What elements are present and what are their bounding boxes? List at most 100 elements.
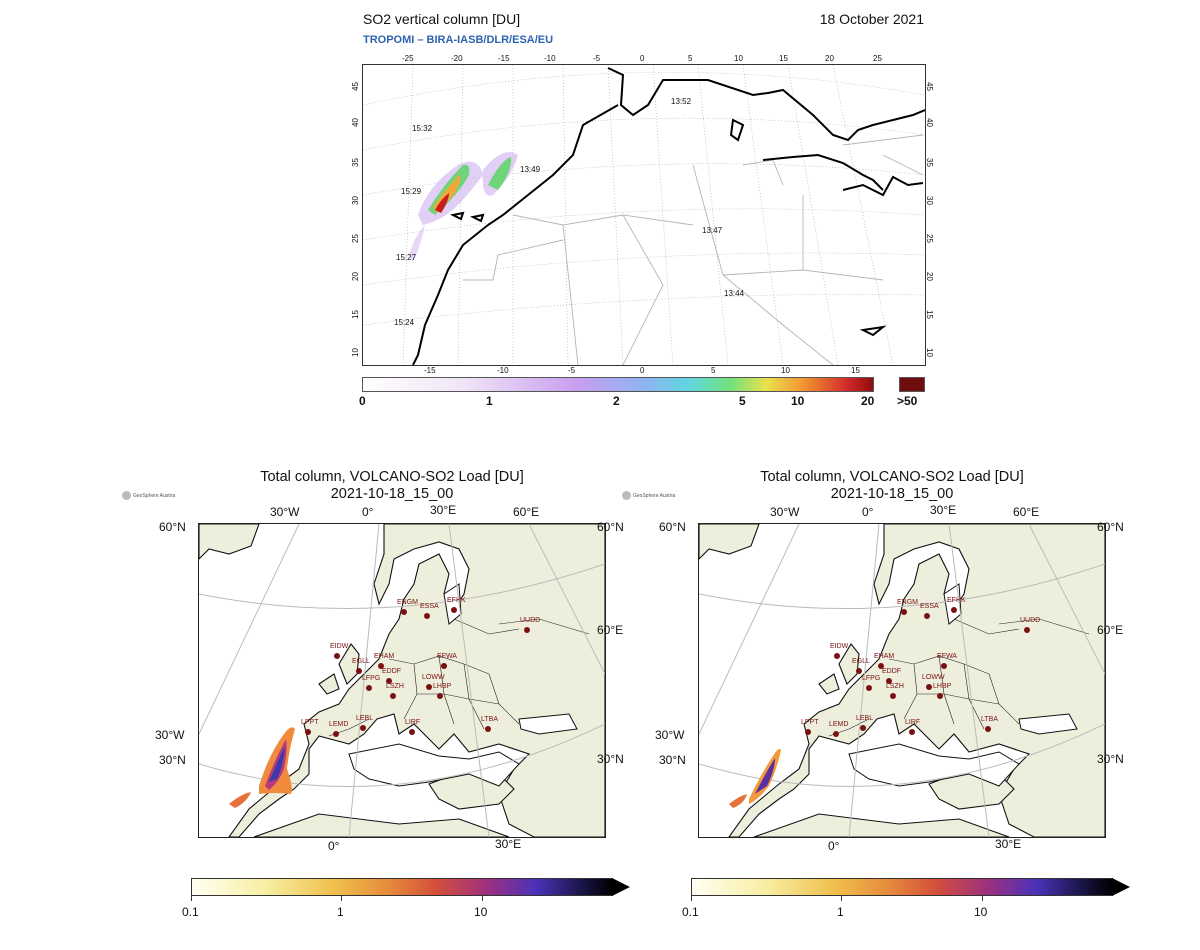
plume-shape <box>755 758 775 794</box>
geo-label: 30°E <box>495 837 522 851</box>
colorbar-label: 2 <box>613 394 620 408</box>
colorbar-tick <box>341 896 342 901</box>
left-tick: 45 <box>350 82 360 91</box>
station-label: LFPG <box>862 675 881 682</box>
station-label: UUDD <box>520 617 541 624</box>
bottom-tick: -5 <box>568 366 576 375</box>
seas <box>348 583 578 787</box>
overpass-time: 13:44 <box>724 289 745 298</box>
so2-plume <box>409 152 518 263</box>
top-tick: 5 <box>688 54 693 63</box>
logo-icon <box>122 491 131 500</box>
colorbar-label: 1 <box>337 905 344 919</box>
station-label: EDDF <box>882 668 902 675</box>
station-label: LSZH <box>386 683 404 690</box>
overpass-time: 13:52 <box>671 97 692 106</box>
europe-map-svg <box>199 524 605 837</box>
top-tick: 10 <box>734 54 743 63</box>
geo-label: 30°N <box>1097 752 1124 766</box>
station-label: ESSA <box>420 603 439 610</box>
geo-label: 30°N <box>659 753 686 767</box>
left-tick: 15 <box>350 310 360 319</box>
tropomi-map-svg <box>363 65 925 365</box>
station-label: EGLL <box>852 658 870 665</box>
geo-label: 30°W <box>655 728 685 742</box>
panel-subtitle: 2021-10-18_15_00 <box>830 486 954 502</box>
station-label: EIDW <box>830 643 849 650</box>
top-tick: -5 <box>593 54 601 63</box>
colorbar-arrow <box>612 878 630 896</box>
station-label: ENGM <box>397 599 418 606</box>
europe-map-svg <box>699 524 1105 837</box>
overpass-time: 15:29 <box>401 187 422 196</box>
geo-label: 0° <box>328 839 340 853</box>
tropomi-panel: SO2 vertical column [DU] 18 October 2021… <box>345 0 940 420</box>
bottom-tick: 5 <box>711 366 716 375</box>
station-label: LOWW <box>422 674 445 681</box>
overpass-time: 13:49 <box>520 165 541 174</box>
country-borders <box>463 134 924 365</box>
left-tick: 40 <box>350 118 360 127</box>
geo-label: 60°N <box>159 520 186 534</box>
tropomi-colorbar <box>362 377 874 392</box>
tropomi-date: 18 October 2021 <box>819 11 924 27</box>
station-label: LOWW <box>922 674 945 681</box>
overpass-time: 15:32 <box>412 124 433 133</box>
right-tick: 35 <box>924 158 934 167</box>
graticule <box>699 524 1105 837</box>
station-label: LTBA <box>481 716 498 723</box>
station-label: LEBL <box>856 715 874 722</box>
bottom-tick: -15 <box>424 366 436 375</box>
geo-label: 30°N <box>597 752 624 766</box>
graticule <box>363 65 925 365</box>
station-label: EFHK <box>947 597 966 604</box>
colorbar-label: >50 <box>897 394 918 408</box>
station-label: LTBA <box>981 716 998 723</box>
tropomi-colorbar-overflow <box>899 377 925 392</box>
station-label: LHBP <box>433 683 452 690</box>
station-label: EHAM <box>874 653 895 660</box>
station-label: LEMD <box>829 721 849 728</box>
station-label: LHBP <box>933 683 952 690</box>
tropomi-map <box>362 64 926 366</box>
top-tick: 0 <box>640 54 645 63</box>
top-tick: 25 <box>873 54 882 63</box>
plume-shape <box>265 739 287 790</box>
colorbar-label: 0.1 <box>182 905 199 919</box>
station-label: EFWA <box>937 653 957 660</box>
right-tick: 40 <box>924 118 934 127</box>
logo-icon <box>622 491 631 500</box>
geo-label: 30°W <box>770 505 800 519</box>
top-tick: 15 <box>779 54 788 63</box>
logo-text: GeoSphere Austria <box>133 492 176 499</box>
station-label: LPPT <box>301 719 319 726</box>
colorbar-tick <box>982 896 983 901</box>
colorbar-label: 10 <box>791 394 805 408</box>
station-label: LIRF <box>905 719 921 726</box>
colorbar-label: 0 <box>359 394 366 408</box>
bottom-tick: 10 <box>781 366 790 375</box>
left-tick: 30 <box>350 196 360 205</box>
station-label: EDDF <box>382 668 402 675</box>
top-tick: -15 <box>498 54 510 63</box>
station-label: EFHK <box>447 597 466 604</box>
load-colorbar <box>191 878 613 896</box>
station-label: LSZH <box>886 683 904 690</box>
panel-title: Total column, VOLCANO-SO2 Load [DU] <box>260 469 524 485</box>
right-tick: 10 <box>924 348 934 357</box>
station-label: UUDD <box>1020 617 1041 624</box>
geo-label: 0° <box>862 505 874 519</box>
so2-plume <box>729 748 781 808</box>
left-tick: 25 <box>350 234 360 243</box>
right-tick: 45 <box>924 82 934 91</box>
coastlines <box>412 67 925 365</box>
model-panel-right: Total column, VOLCANO-SO2 Load [DU] 2021… <box>622 465 1130 935</box>
left-tick: 20 <box>350 272 360 281</box>
station-label: LPPT <box>801 719 819 726</box>
top-tick: -20 <box>451 54 463 63</box>
geo-label: 30°E <box>930 503 957 517</box>
station-label: LFPG <box>362 675 381 682</box>
colorbar-label: 10 <box>474 905 488 919</box>
top-tick: -25 <box>402 54 414 63</box>
geo-label: 0° <box>828 839 840 853</box>
